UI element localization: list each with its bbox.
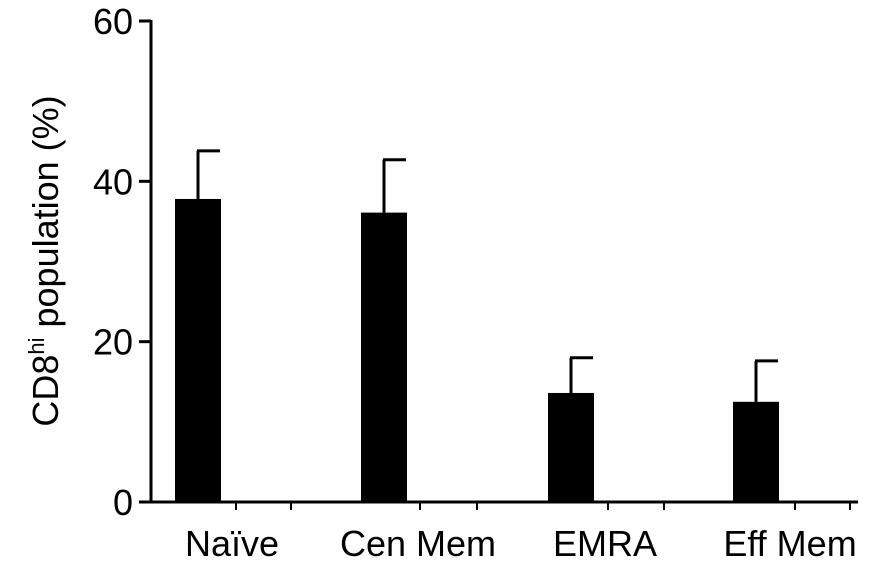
category-label: EMRA [553, 523, 657, 563]
category-label: Naïve [185, 523, 279, 563]
bar [733, 401, 779, 502]
bar [175, 198, 221, 502]
category-label: Eff Mem [723, 523, 856, 563]
bar [548, 392, 594, 502]
y-tick-label: 60 [93, 1, 133, 42]
category-labels: Naïve Cen Mem EMRA Eff Mem [185, 523, 857, 563]
y-axis-label: CD8hi population (%) [24, 95, 66, 426]
y-ticks: 0 20 40 60 [93, 1, 151, 523]
y-axis-label-rest: population (%) [25, 95, 66, 337]
bar [361, 212, 407, 502]
y-axis-label-main: CD8 [25, 355, 66, 427]
category-label: Cen Mem [340, 523, 496, 563]
x-ticks [235, 502, 851, 510]
y-tick-label: 40 [93, 161, 133, 202]
y-axis-label-superscript: hi [24, 337, 49, 354]
y-tick-label: 0 [113, 482, 133, 523]
y-tick-label: 20 [93, 322, 133, 363]
error-bars [196, 149, 778, 402]
bars [175, 198, 779, 502]
